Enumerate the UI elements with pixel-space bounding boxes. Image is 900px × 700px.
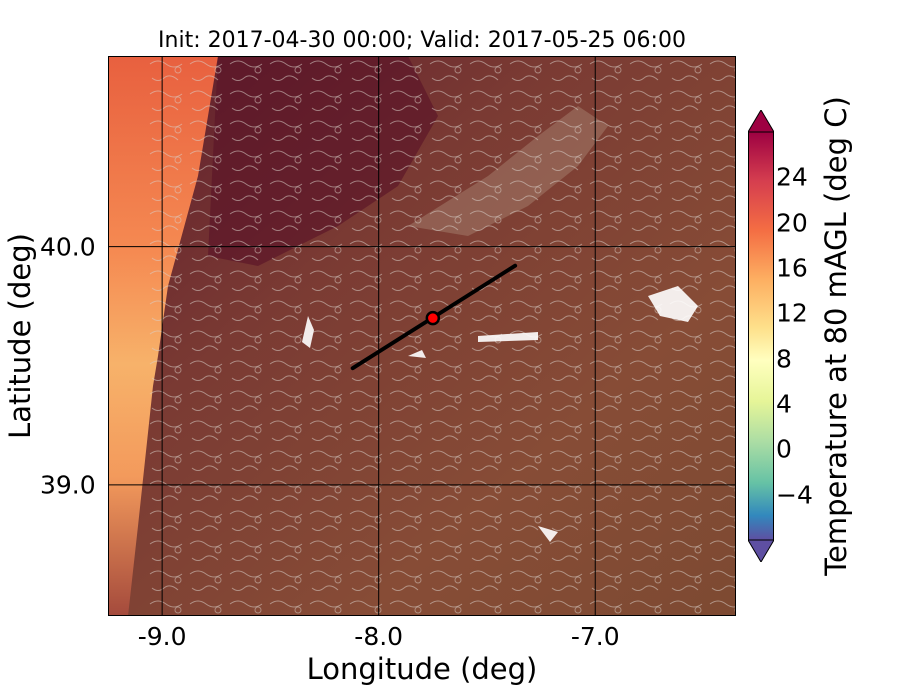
colorbar-tick-label: 20: [776, 208, 808, 238]
x-tick-label: -9.0: [137, 622, 187, 651]
colorbar-extend-bottom: [748, 539, 774, 562]
colorbar: [748, 110, 774, 562]
y-axis-label: Latitude (deg): [3, 233, 37, 439]
graticule: [108, 56, 736, 616]
colorbar-tick-label: 0: [776, 434, 792, 464]
missing-data-patches: [302, 286, 698, 542]
x-tick-label: -7.0: [570, 622, 620, 651]
temperature-map: [108, 56, 736, 616]
y-tick-label: 40.0: [40, 232, 96, 262]
x-tick-label: -8.0: [354, 622, 404, 651]
contour-texture: [148, 56, 736, 616]
colorbar-tick-label: 24: [776, 162, 808, 192]
colorbar-extend-top: [748, 110, 774, 133]
y-tick-label: 39.0: [40, 470, 96, 500]
location-marker: [425, 310, 441, 326]
colorbar-label: Temperature at 80 mAGL (deg C): [819, 96, 853, 576]
x-axis-label: Longitude (deg): [306, 652, 538, 686]
colorbar-tick-label: −4: [776, 480, 813, 510]
colorbar-gradient: [748, 131, 774, 541]
colorbar-tick-label: 16: [776, 253, 808, 283]
colorbar-tick-label: 8: [776, 344, 792, 374]
colorbar-tick-label: 4: [776, 389, 792, 419]
map-frame: [108, 56, 736, 616]
plot-title: Init: 2017-04-30 00:00; Valid: 2017-05-2…: [158, 28, 686, 53]
colorbar-tick-label: 12: [776, 298, 808, 328]
